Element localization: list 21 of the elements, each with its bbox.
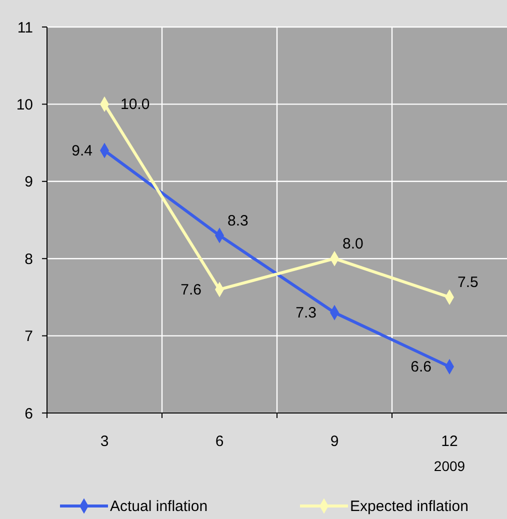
data-label: 7.5 — [458, 274, 478, 292]
data-label: 10.0 — [120, 96, 150, 114]
y-tick-label: 10 — [16, 96, 33, 114]
data-label: 6.6 — [410, 358, 432, 376]
y-tick-label: 9 — [24, 174, 33, 191]
legend-label: Expected inflation — [350, 498, 468, 515]
data-label: 9.4 — [72, 142, 92, 160]
x-tick-label: 3 — [100, 433, 109, 450]
y-tick-label: 11 — [17, 19, 33, 36]
x-tick-label: 9 — [330, 433, 339, 450]
x-tick-label: 6 — [215, 433, 224, 450]
text: 2009 — [434, 458, 466, 474]
y-tick-label: 7 — [24, 328, 33, 346]
x-tick-label: 12 — [441, 433, 458, 450]
data-label: 7.3 — [296, 304, 316, 322]
y-tick-label: 8 — [24, 250, 33, 268]
data-label: 7.6 — [180, 281, 202, 298]
data-label: 8.0 — [342, 236, 364, 253]
y-tick-label: 6 — [24, 405, 33, 422]
legend-label: Actual inflation — [110, 498, 208, 515]
data-label: 8.3 — [228, 212, 248, 230]
